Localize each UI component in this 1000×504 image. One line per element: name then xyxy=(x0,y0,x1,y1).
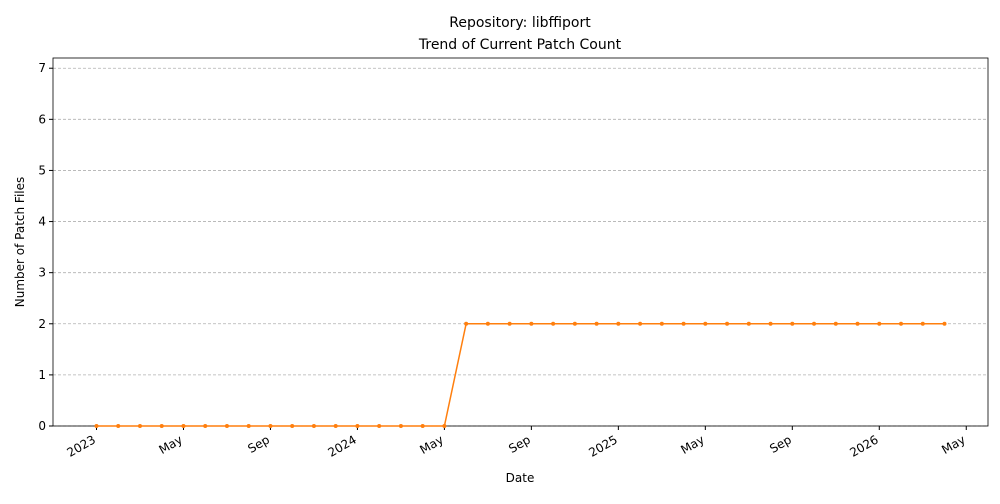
point xyxy=(790,321,795,326)
point xyxy=(551,321,556,326)
x-tick-label: May xyxy=(156,432,184,457)
chart-subtitle: Trend of Current Patch Count xyxy=(418,37,622,53)
point xyxy=(920,321,925,326)
point xyxy=(94,424,99,428)
point xyxy=(638,321,643,326)
point xyxy=(877,321,882,326)
x-tick-label: May xyxy=(417,432,445,457)
point xyxy=(420,424,425,428)
point xyxy=(290,424,295,428)
point xyxy=(507,321,512,326)
y-axis-label: Number of Patch Files xyxy=(13,177,27,308)
point xyxy=(616,321,621,326)
point xyxy=(485,321,490,326)
point xyxy=(268,424,273,428)
x-tick-label: 2026 xyxy=(847,432,880,459)
point xyxy=(833,321,838,326)
x-axis-label: Date xyxy=(506,471,535,485)
point xyxy=(594,321,599,326)
y-tick-label: 7 xyxy=(38,61,46,75)
x-tick-label: Sep xyxy=(767,432,794,455)
y-tick-label: 2 xyxy=(38,317,46,331)
point xyxy=(116,424,121,428)
point xyxy=(137,424,142,428)
x-tick-label: 2025 xyxy=(586,432,619,459)
point xyxy=(333,424,338,428)
point xyxy=(681,321,686,326)
x-tick-label: May xyxy=(939,432,967,457)
series-line xyxy=(96,323,945,427)
y-tick-label: 3 xyxy=(38,266,46,280)
point xyxy=(768,321,773,326)
point xyxy=(398,424,403,428)
point xyxy=(159,424,164,428)
point xyxy=(746,321,751,326)
x-tick-label: 2024 xyxy=(325,432,358,459)
x-tick-label: 2023 xyxy=(65,432,98,459)
point xyxy=(203,424,208,428)
plot-frame xyxy=(52,57,989,427)
point xyxy=(464,321,469,326)
point xyxy=(659,321,664,326)
point xyxy=(855,321,860,326)
y-tick-label: 4 xyxy=(38,215,46,229)
y-tick-label: 1 xyxy=(38,368,46,382)
point xyxy=(812,321,817,326)
point xyxy=(224,424,229,428)
y-tick-label: 5 xyxy=(38,163,46,177)
point xyxy=(899,321,904,326)
point xyxy=(181,424,186,428)
point xyxy=(703,321,708,326)
point xyxy=(311,424,316,428)
point xyxy=(442,424,447,428)
x-tick-label: Sep xyxy=(245,432,272,455)
x-tick-label: May xyxy=(678,432,706,457)
point xyxy=(377,424,382,428)
point xyxy=(529,321,534,326)
point xyxy=(572,321,577,326)
x-tick-label: Sep xyxy=(506,432,533,455)
y-tick-label: 0 xyxy=(38,419,46,433)
point xyxy=(355,424,360,428)
y-tick-label: 6 xyxy=(38,112,46,126)
point xyxy=(942,321,947,326)
chart-title: Repository: libffiport xyxy=(449,15,591,31)
point xyxy=(725,321,730,326)
point xyxy=(246,424,251,428)
